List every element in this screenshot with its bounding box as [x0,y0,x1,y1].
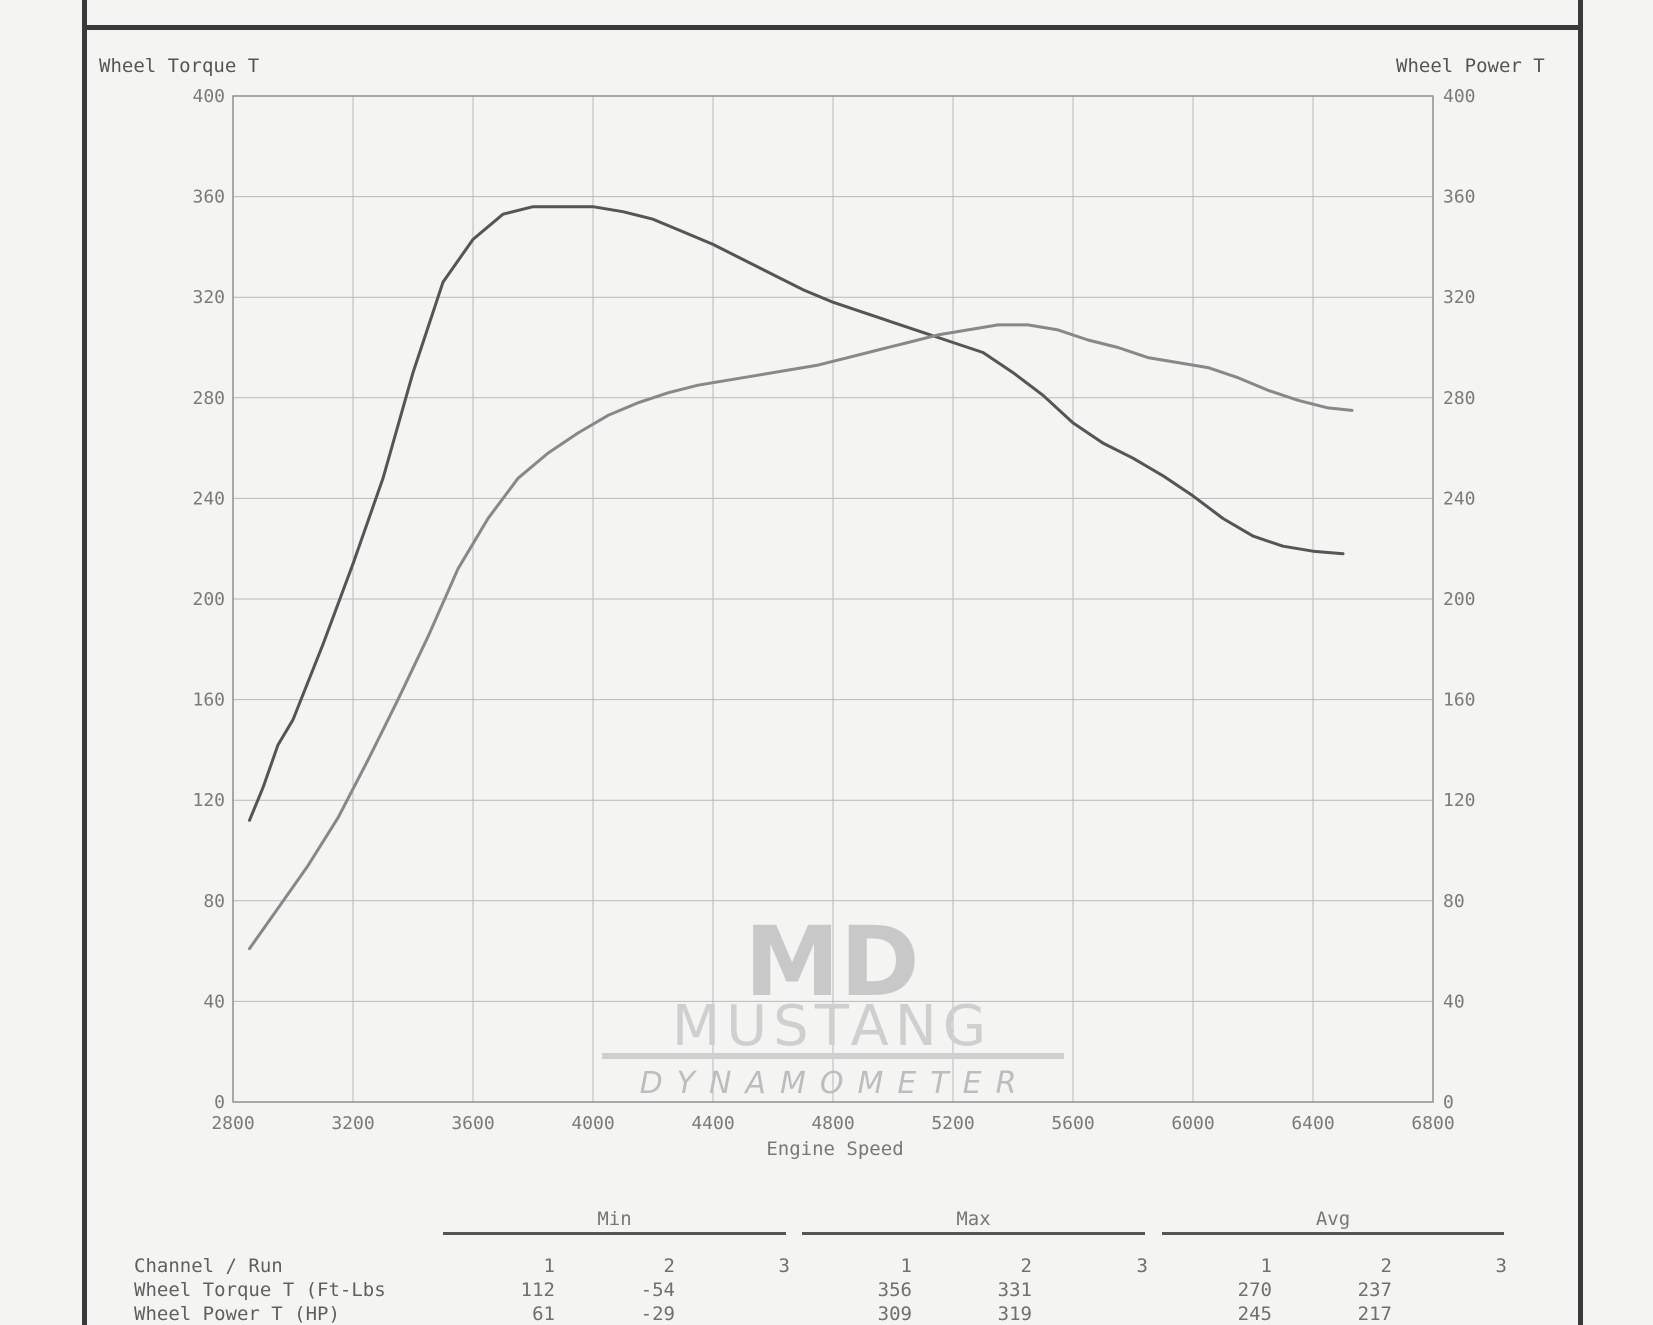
left-y-tick-label: 80 [203,891,225,912]
logo-name: MUSTANG [672,994,992,1059]
right-y-tick-label: 320 [1443,287,1476,308]
x-tick-label: 5600 [1051,1113,1094,1134]
left-y-tick-label: 280 [192,388,225,409]
frame-right [1578,0,1583,1325]
left-y-tick-label: 120 [192,790,225,811]
x-tick-label: 5200 [931,1113,974,1134]
right-y-tick-label: 400 [1443,86,1476,107]
left-y-tick-label: 400 [192,86,225,107]
x-tick-label: 3600 [451,1113,494,1134]
x-tick-label: 4000 [571,1113,614,1134]
power-curve [248,323,1354,951]
left-y-tick-label: 320 [192,287,225,308]
right-y-tick-label: 160 [1443,690,1476,711]
left-y-tick-label: 240 [192,488,225,509]
x-tick-label: 6800 [1411,1113,1454,1134]
mustang-dynamometer-logo: MD MUSTANG DYNAMOMETER [602,906,1064,1101]
right-y-tick-label: 200 [1443,589,1476,610]
x-tick-label: 2800 [211,1113,254,1134]
right-y-tick-label: 280 [1443,388,1476,409]
logo-subtitle: DYNAMOMETER [640,1066,1031,1101]
logo-rule [602,1053,1064,1059]
torque-curve [248,205,1345,822]
right-y-tick-label: 0 [1443,1092,1454,1113]
x-tick-label: 6400 [1291,1113,1334,1134]
right-y-tick-label: 120 [1443,790,1476,811]
x-axis-label: Engine Speed [766,1138,903,1160]
left-axis-title: Wheel Torque T [99,55,260,77]
left-y-tick-label: 160 [192,690,225,711]
right-y-tick-label: 40 [1443,991,1465,1012]
x-tick-label: 3200 [331,1113,374,1134]
frame-left [82,0,87,1325]
x-tick-label: 4800 [811,1113,854,1134]
left-y-tick-label: 0 [214,1092,225,1113]
plot-border [232,95,1434,1103]
logo-mark: MD [744,906,919,1018]
x-tick-label: 6000 [1171,1113,1214,1134]
right-axis-title: Wheel Power T [1396,55,1545,77]
left-y-tick-label: 40 [203,991,225,1012]
series [248,205,1354,951]
axes: 2800 3200 3600 4000 4400 4800 5200 5600 6000 6400… [192,86,1475,1134]
x-tick-label: 4400 [691,1113,734,1134]
right-y-tick-label: 360 [1443,187,1476,208]
left-y-tick-label: 200 [192,589,225,610]
right-y-tick-label: 240 [1443,488,1476,509]
right-y-tick-label: 80 [1443,891,1465,912]
frame-top-divider [82,25,1583,30]
left-y-tick-label: 360 [192,187,225,208]
